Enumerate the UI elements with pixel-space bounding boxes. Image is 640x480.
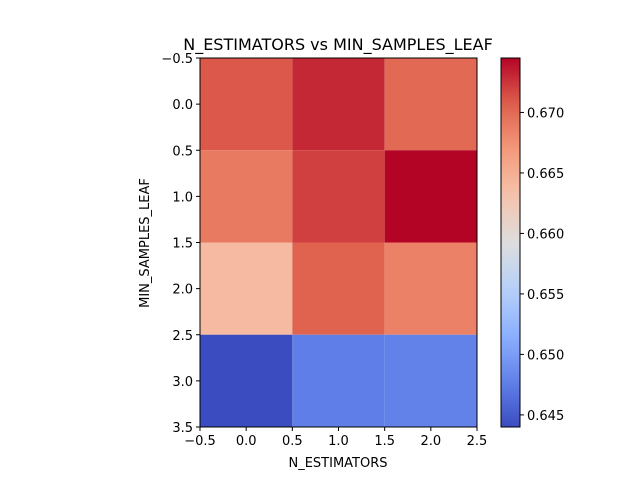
y-tick-label: 2.0 [172, 283, 193, 298]
colorbar [500, 57, 521, 428]
y-tick-label: 1.5 [172, 237, 193, 252]
colorbar-tick-label: 0.650 [527, 348, 564, 363]
x-axis-label: N_ESTIMATORS [288, 456, 387, 471]
y-tick-label: 3.0 [172, 375, 193, 390]
y-tick-label: 3.5 [172, 421, 193, 436]
heatmap-cell-r0-c1 [292, 58, 385, 151]
x-tick-label: 1.5 [374, 434, 395, 449]
y-tick-label: −0.5 [161, 52, 193, 67]
y-tick-label: 1.0 [172, 190, 193, 205]
x-tick-label: 0.5 [282, 434, 303, 449]
heatmap-cell-r2-c1 [292, 242, 385, 335]
y-axis-ticks: −0.5 0.0 0.5 1.0 1.5 2.0 2.5 3.0 3.5 [161, 52, 200, 436]
heatmap-cell-r2-c0 [200, 242, 293, 335]
heatmap-cell-r2-c2 [384, 242, 477, 335]
colorbar-tick-label: 0.670 [527, 106, 564, 121]
y-axis-label: MIN_SAMPLES_LEAF [138, 178, 153, 308]
y-tick-label: 0.0 [172, 98, 193, 113]
colorbar-tick-label: 0.655 [527, 288, 564, 303]
x-tick-label: −0.5 [184, 434, 216, 449]
heatmap-cell-r3-c0 [200, 334, 293, 427]
heatmap-cell-r1-c0 [200, 150, 293, 243]
heatmap-cell-r1-c1 [292, 150, 385, 243]
x-tick-label: 1.0 [328, 434, 349, 449]
colorbar-tick-label: 0.665 [527, 167, 564, 182]
heatmap-cells [200, 58, 477, 427]
colorbar-tick-label: 0.660 [527, 227, 564, 242]
colorbar-tick-label: 0.645 [527, 409, 564, 424]
heatmap-cell-r3-c2 [384, 334, 477, 427]
x-tick-label: 0.0 [236, 434, 257, 449]
x-axis-ticks: −0.5 0.0 0.5 1.0 1.5 2.0 2.5 [184, 427, 487, 449]
heatmap-cell-r3-c1 [292, 334, 385, 427]
heatmap-cell-r0-c2 [384, 58, 477, 151]
x-tick-label: 2.5 [467, 434, 488, 449]
x-tick-label: 2.0 [420, 434, 441, 449]
y-tick-label: 2.5 [172, 329, 193, 344]
heatmap-cell-r0-c0 [200, 58, 293, 151]
colorbar-ticks: 0.645 0.650 0.655 0.660 0.665 0.670 [520, 106, 564, 424]
heatmap-cell-r1-c2 [384, 150, 477, 243]
y-tick-label: 0.5 [172, 144, 193, 159]
chart-title: N_ESTIMATORS vs MIN_SAMPLES_LEAF [183, 35, 493, 55]
